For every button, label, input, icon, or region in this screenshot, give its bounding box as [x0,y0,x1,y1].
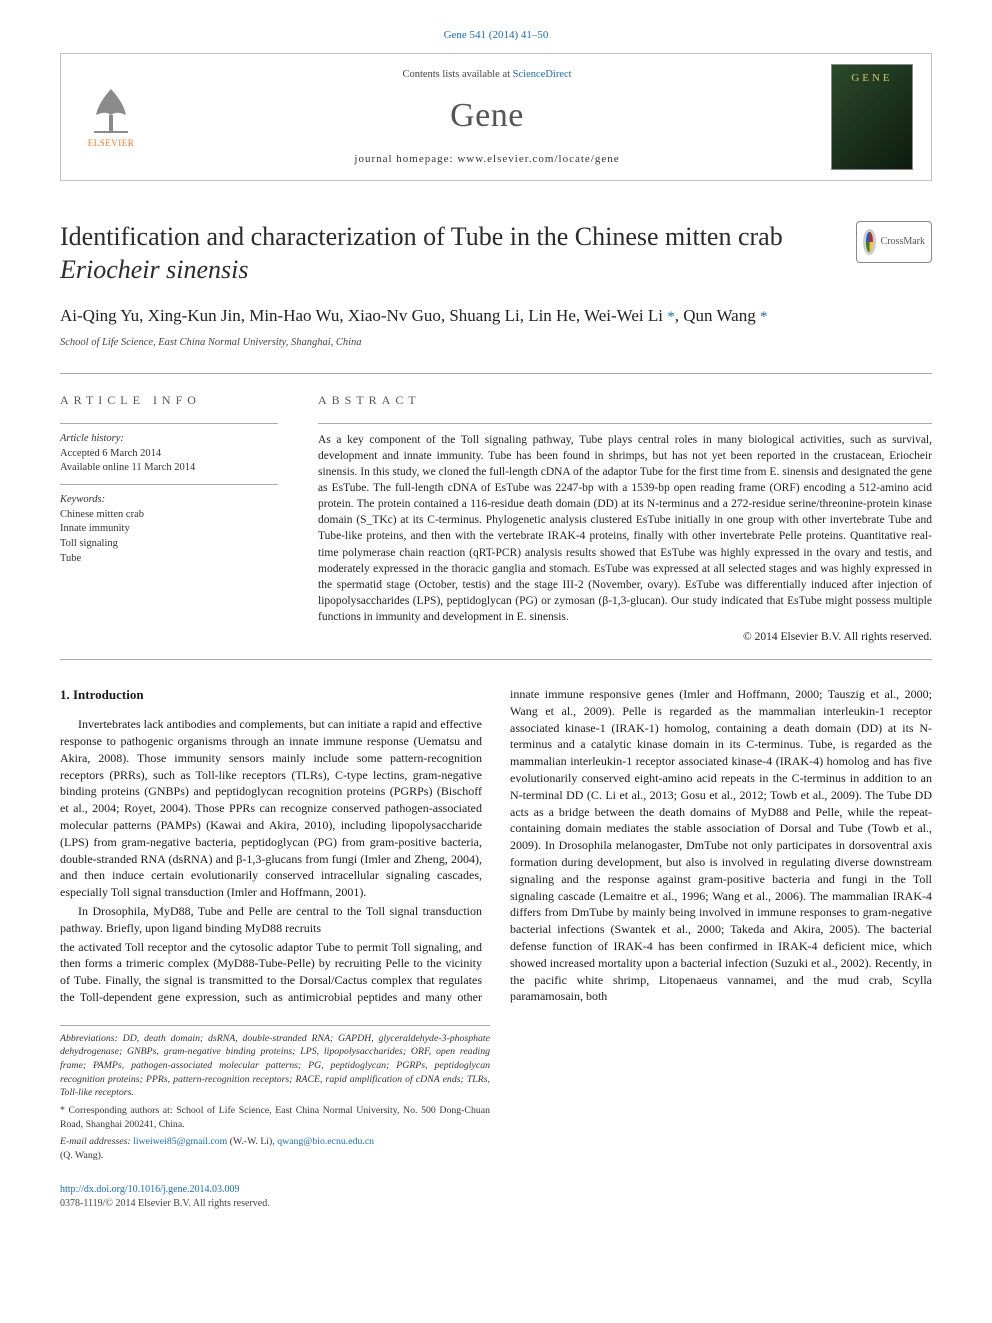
crossmark-label: CrossMark [881,235,925,249]
keywords-block: Keywords: Chinese mitten crab Innate imm… [60,484,278,574]
tree-icon [86,85,136,137]
crossmark-badge[interactable]: CrossMark [856,221,932,263]
email-aff-1: (W.-W. Li), [227,1136,277,1147]
abbreviations-footnote: Abbreviations: DD, death domain; dsRNA, … [60,1032,490,1101]
crossmark-icon [863,229,876,255]
article-info-heading: ARTICLE INFO [60,392,278,409]
elsevier-logo: ELSEVIER [79,82,143,152]
keywords-label: Keywords: [60,493,278,508]
body-columns: 1. Introduction Invertebrates lack antib… [60,686,932,1006]
email-link-2[interactable]: qwang@bio.ecnu.edu.cn [277,1136,374,1147]
history-online: Available online 11 March 2014 [60,462,195,473]
email-aff-2: (Q. Wang). [60,1150,103,1161]
abstract-text: As a key component of the Toll signaling… [318,423,932,645]
contents-available-line: Contents lists available at ScienceDirec… [161,68,813,83]
emails-footnote: E-mail addresses: liweiwei85@gmail.com (… [60,1135,490,1162]
journal-cover-image: GENE [831,64,913,170]
title-line-1: Identification and characterization of T… [60,222,783,251]
abbreviations-text: Abbreviations: DD, death domain; dsRNA, … [60,1033,490,1099]
keyword-0: Chinese mitten crab [60,508,278,523]
paragraph-1: Invertebrates lack antibodies and comple… [60,716,482,901]
info-abstract-row: ARTICLE INFO Article history: Accepted 6… [60,392,932,645]
abstract-col: ABSTRACT As a key component of the Toll … [318,392,932,645]
journal-name: Gene [161,92,813,140]
abstract-body: As a key component of the Toll signaling… [318,434,932,623]
corresponding-footnote: * Corresponding authors at: School of Li… [60,1104,490,1131]
article-info-col: ARTICLE INFO Article history: Accepted 6… [60,392,278,645]
issn-copyright: 0378-1119/© 2014 Elsevier B.V. All right… [60,1198,270,1209]
doi-link[interactable]: http://dx.doi.org/10.1016/j.gene.2014.03… [60,1183,932,1197]
keyword-2: Toll signaling [60,537,278,552]
divider-2 [60,659,932,660]
homepage-prefix: journal homepage: [354,153,457,165]
keyword-1: Innate immunity [60,522,278,537]
keyword-3: Tube [60,552,278,567]
masthead-center: Contents lists available at ScienceDirec… [161,68,813,168]
paragraph-2: In Drosophila, MyD88, Tube and Pelle are… [60,903,482,937]
section-heading-introduction: 1. Introduction [60,686,482,704]
homepage-url[interactable]: www.elsevier.com/locate/gene [457,153,619,165]
authors-part-1: Ai-Qing Yu, Xing-Kun Jin, Min-Hao Wu, Xi… [60,306,667,325]
history-label: Article history: [60,432,278,447]
abstract-copyright: © 2014 Elsevier B.V. All rights reserved… [318,629,932,645]
title-block: Identification and characterization of T… [60,221,932,286]
article-title: Identification and characterization of T… [60,221,838,286]
doi-block: http://dx.doi.org/10.1016/j.gene.2014.03… [60,1183,932,1211]
authors-part-2: , Qun Wang [675,306,760,325]
email-link-1[interactable]: liweiwei85@gmail.com [133,1136,227,1147]
divider-1 [60,373,932,374]
article-history: Article history: Accepted 6 March 2014 A… [60,423,278,484]
history-accepted: Accepted 6 March 2014 [60,448,161,459]
sciencedirect-link[interactable]: ScienceDirect [513,69,572,80]
footnotes: Abbreviations: DD, death domain; dsRNA, … [60,1025,490,1163]
masthead: ELSEVIER Contents lists available at Sci… [60,53,932,181]
emails-label: E-mail addresses: [60,1136,133,1147]
citation-line: Gene 541 (2014) 41–50 [0,0,992,53]
authors-line: Ai-Qing Yu, Xing-Kun Jin, Min-Hao Wu, Xi… [60,304,932,328]
abstract-heading: ABSTRACT [318,392,932,409]
homepage-line: journal homepage: www.elsevier.com/locat… [161,152,813,167]
corr-asterisk-2[interactable]: * [760,309,768,325]
title-line-2-italic: Eriocheir sinensis [60,255,249,284]
citation-link[interactable]: Gene 541 (2014) 41–50 [444,29,549,41]
corr-asterisk-1[interactable]: * [667,309,675,325]
elsevier-logo-text: ELSEVIER [88,137,135,150]
affiliation: School of Life Science, East China Norma… [60,336,932,351]
contents-prefix: Contents lists available at [402,69,512,80]
